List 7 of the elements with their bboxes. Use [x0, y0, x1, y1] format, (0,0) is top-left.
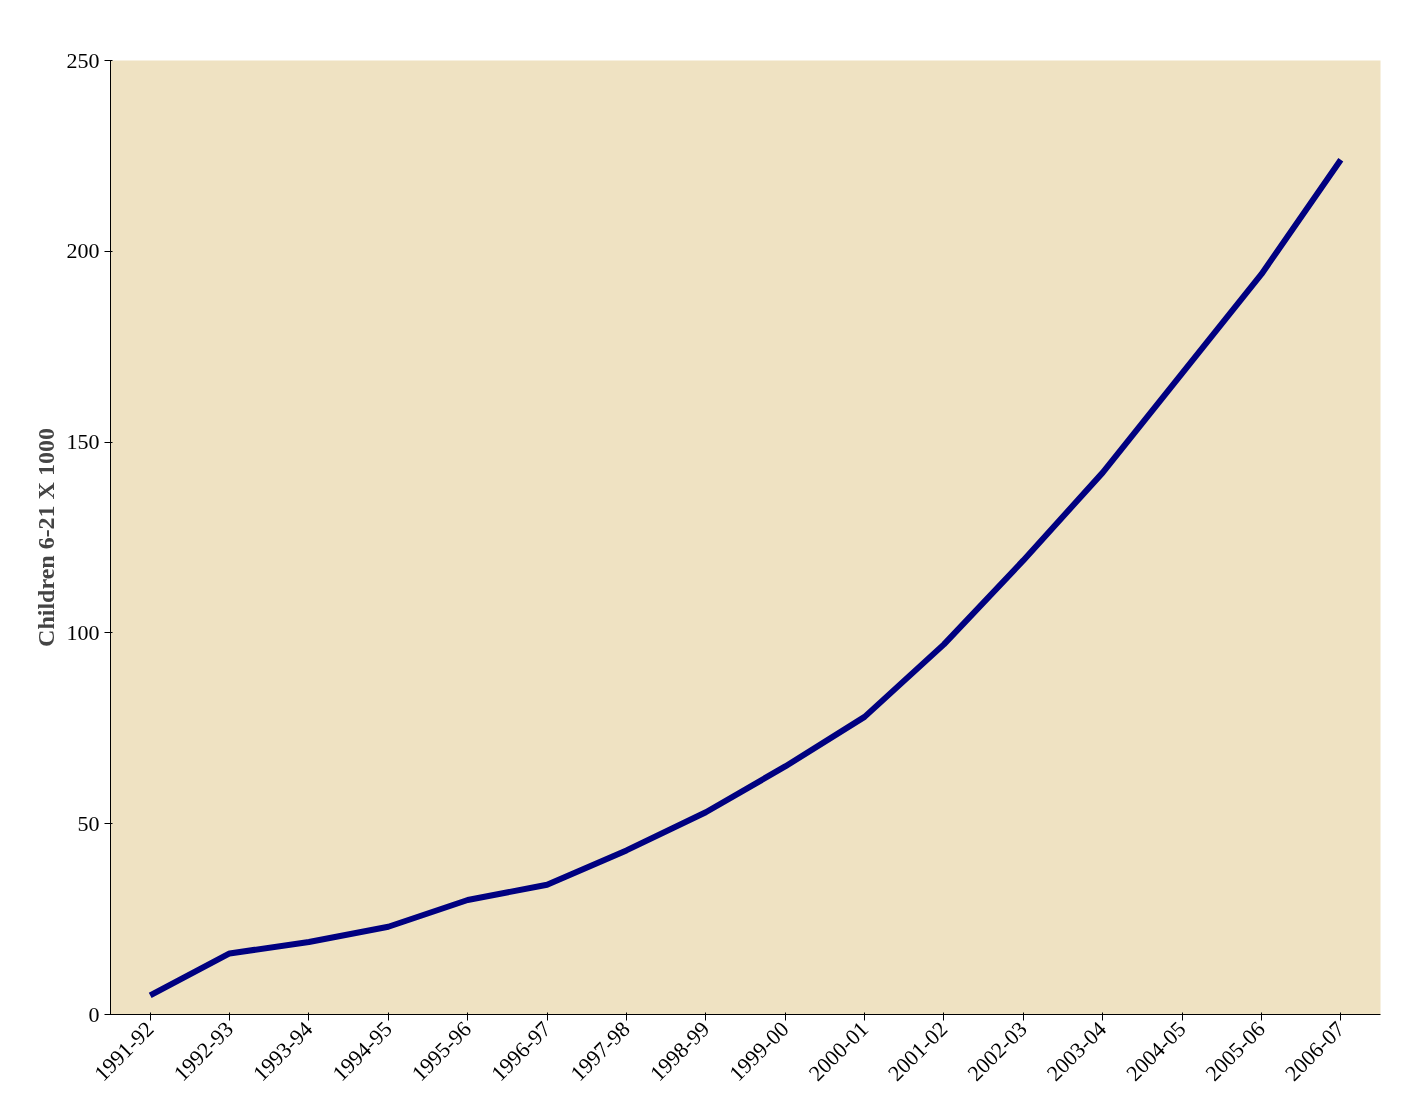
y-tick-label: 0 [88, 1001, 100, 1027]
y-tick-label: 250 [66, 47, 100, 73]
y-tick-label: 50 [77, 810, 100, 836]
y-tick-label: 100 [66, 619, 100, 645]
y-tick-label: 200 [66, 238, 100, 264]
y-tick-label: 150 [66, 429, 100, 455]
y-axis-title: Children 6-21 X 1000 [32, 428, 59, 647]
